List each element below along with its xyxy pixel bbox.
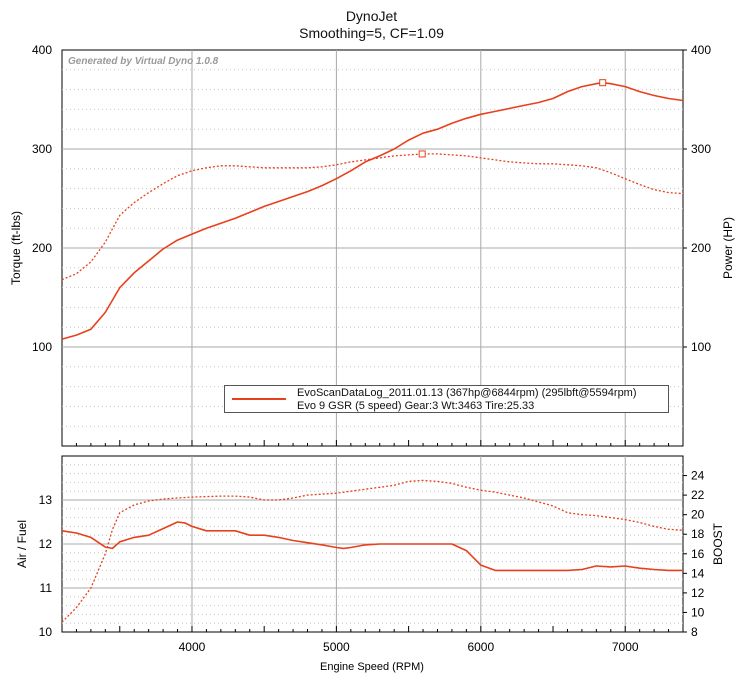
torque-power-hp-line xyxy=(61,81,684,340)
afr-y-right-tick-label: 24 xyxy=(691,469,705,483)
afr-y-right-tick-label: 14 xyxy=(691,566,705,580)
watermark-label: Generated by Virtual Dyno 1.0.8 xyxy=(68,56,219,67)
chart-title: DynoJet xyxy=(345,8,398,24)
torque-y-tick-label: 400 xyxy=(32,43,52,57)
legend-line-swatch xyxy=(232,398,286,400)
torque-axis-ticks: 100 200 300 400 100 200 300 400 xyxy=(32,43,711,446)
afr-y-right-tick-label: 20 xyxy=(691,508,705,522)
afr-y-tick-label: 10 xyxy=(39,625,53,639)
chart-subtitle: Smoothing=5, CF=1.09 xyxy=(299,25,444,41)
torque-y-right-tick-label: 100 xyxy=(691,340,711,354)
torque-y-right-tick-label: 200 xyxy=(691,241,711,255)
boost-axis-title: BOOST xyxy=(711,522,725,565)
afr-y-right-tick-label: 22 xyxy=(691,488,705,502)
rpm-x-tick-label: 4000 xyxy=(179,640,206,654)
afr-y-right-tick-label: 12 xyxy=(691,586,705,600)
afr-y-tick-label: 12 xyxy=(39,537,53,551)
rpm-x-tick-label: 5000 xyxy=(323,640,350,654)
rpm-x-tick-label: 6000 xyxy=(467,640,494,654)
torque-y-right-tick-label: 300 xyxy=(691,142,711,156)
afr-y-tick-label: 13 xyxy=(39,493,53,507)
afr-y-right-tick-label: 10 xyxy=(691,605,705,619)
torque-axis-title: Torque (ft-lbs) xyxy=(9,211,23,285)
rpm-axis-title: Engine Speed (RPM) xyxy=(320,661,424,673)
chart-legend: EvoScanDataLog_2011.01.13 (367hp@6844rpm… xyxy=(224,385,669,413)
afr-y-right-tick-label: 8 xyxy=(691,625,698,639)
torque-peak-marker xyxy=(599,79,607,87)
afr-boost-series xyxy=(61,479,684,623)
afr-y-right-tick-label: 18 xyxy=(691,527,705,541)
legend-line-1: EvoScanDataLog_2011.01.13 (367hp@6844rpm… xyxy=(297,387,637,399)
torque-y-tick-label: 200 xyxy=(32,241,52,255)
torque-peak-marker xyxy=(418,150,426,158)
afr-y-tick-label: 11 xyxy=(40,581,53,595)
afr-air-fuel-line xyxy=(61,521,683,572)
torque-power-series xyxy=(61,79,684,340)
torque-torque-ft-lbs-line xyxy=(61,153,684,281)
torque-y-tick-label: 100 xyxy=(32,340,52,354)
afr-boost-line xyxy=(61,479,684,623)
torque-y-tick-label: 300 xyxy=(32,142,52,156)
power-axis-title: Power (HP) xyxy=(721,217,735,279)
afr-axis-title: Air / Fuel xyxy=(15,520,29,568)
rpm-x-tick-label: 7000 xyxy=(612,640,639,654)
torque-y-right-tick-label: 400 xyxy=(691,43,711,57)
legend-line-2: Evo 9 GSR (5 speed) Gear:3 Wt:3463 Tire:… xyxy=(297,400,535,412)
afr-axis-ticks: 10 11 12 13 8 10 12 14 16 18 20 22 24 4000 5000 6000 700… xyxy=(39,469,705,654)
afr-y-right-tick-label: 16 xyxy=(691,547,705,561)
